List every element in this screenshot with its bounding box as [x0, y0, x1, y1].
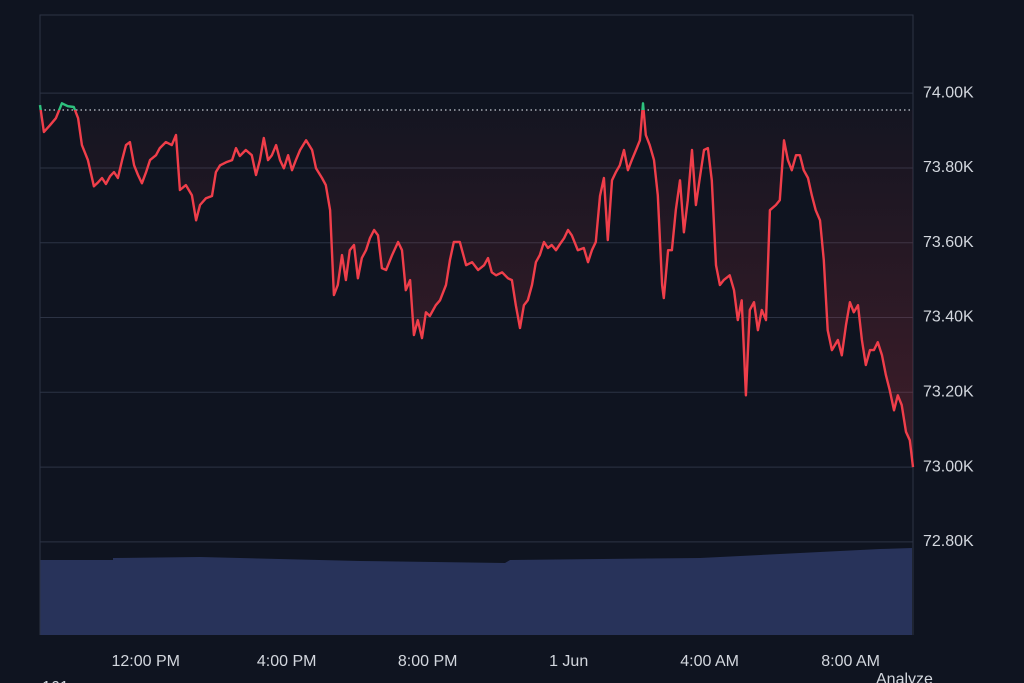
- x-tick-label: 8:00 PM: [398, 653, 458, 670]
- baseline-fill: [40, 109, 913, 468]
- x-tick-label: 8:00 AM: [821, 653, 880, 670]
- footer-right[interactable]: Analyze: [876, 671, 933, 683]
- y-tick-label: 73.20K: [923, 384, 974, 401]
- x-tick-label: 4:00 AM: [680, 653, 739, 670]
- y-tick-label: 73.80K: [923, 159, 974, 176]
- y-tick-label: 73.60K: [923, 234, 974, 251]
- volume-area: [40, 548, 912, 635]
- y-tick-label: 72.80K: [923, 533, 974, 550]
- x-tick-label: 1 Jun: [549, 653, 588, 670]
- x-tick-label: 12:00 PM: [111, 653, 179, 670]
- y-tick-label: 73.40K: [923, 309, 974, 326]
- y-tick-label: 74.00K: [923, 84, 974, 101]
- footer-left: 161: [42, 679, 69, 683]
- price-line: [38, 102, 915, 468]
- y-tick-label: 73.00K: [923, 458, 974, 475]
- x-tick-label: 4:00 PM: [257, 653, 317, 670]
